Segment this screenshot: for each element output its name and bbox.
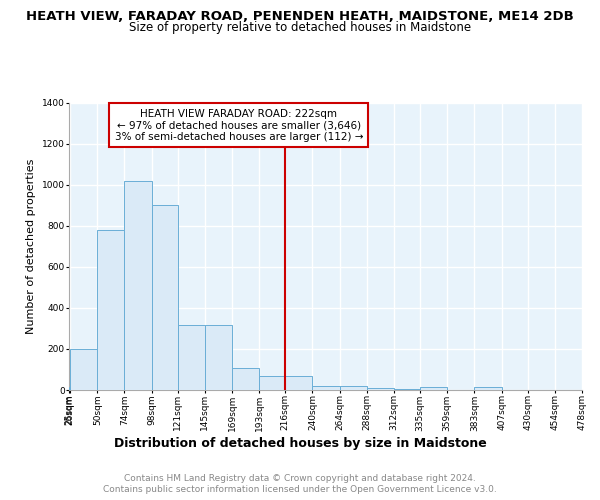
Bar	[259, 376, 285, 390]
Text: Contains HM Land Registry data © Crown copyright and database right 2024.: Contains HM Land Registry data © Crown c…	[124, 474, 476, 483]
Bar	[178, 326, 205, 390]
Bar	[152, 205, 178, 390]
Bar	[97, 230, 124, 390]
Bar	[367, 388, 394, 390]
Bar	[124, 180, 152, 390]
Bar	[420, 387, 447, 390]
Text: Contains public sector information licensed under the Open Government Licence v3: Contains public sector information licen…	[103, 485, 497, 494]
Bar	[475, 387, 502, 390]
Bar	[205, 326, 232, 390]
Text: Size of property relative to detached houses in Maidstone: Size of property relative to detached ho…	[129, 21, 471, 34]
Text: HEATH VIEW FARADAY ROAD: 222sqm
← 97% of detached houses are smaller (3,646)
3% : HEATH VIEW FARADAY ROAD: 222sqm ← 97% of…	[115, 108, 363, 142]
Bar	[313, 386, 340, 390]
Text: Distribution of detached houses by size in Maidstone: Distribution of detached houses by size …	[113, 438, 487, 450]
Bar	[70, 349, 97, 390]
Bar	[69, 387, 70, 390]
Bar	[340, 386, 367, 390]
Bar	[285, 376, 313, 390]
Text: HEATH VIEW, FARADAY ROAD, PENENDEN HEATH, MAIDSTONE, ME14 2DB: HEATH VIEW, FARADAY ROAD, PENENDEN HEATH…	[26, 10, 574, 23]
Bar	[232, 368, 259, 390]
Y-axis label: Number of detached properties: Number of detached properties	[26, 158, 36, 334]
Bar	[394, 389, 420, 390]
